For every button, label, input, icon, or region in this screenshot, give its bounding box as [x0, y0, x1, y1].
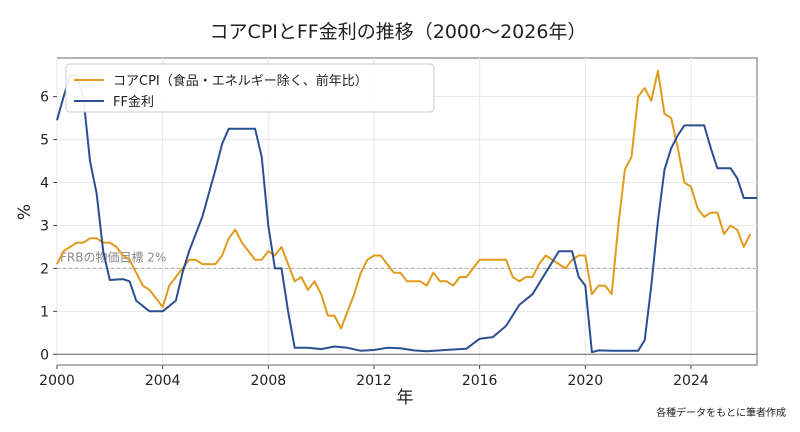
y-axis: 0 1 2 3 4 5 6 — [40, 90, 57, 363]
target-line-label: FRBの物価目標 2% — [60, 250, 166, 264]
y-tick-label: 1 — [40, 304, 49, 320]
y-axis-label: % — [15, 204, 35, 220]
series-line-ff-rate — [56, 74, 757, 354]
x-axis: 2000 2004 2008 2012 2016 2020 2024 — [39, 365, 709, 389]
x-tick-label: 2012 — [356, 373, 392, 389]
legend: コアCPI（食品・エネルギー除く、前年比） FF金利 — [65, 63, 435, 113]
x-tick-label: 2020 — [567, 373, 603, 389]
chart-title: コアCPIとFF金利の推移（2000〜2026年） — [210, 21, 587, 43]
x-tick-label: 2024 — [673, 373, 709, 389]
source-note: 各種データをもとに筆者作成 — [656, 406, 786, 419]
y-tick-label: 3 — [40, 218, 49, 234]
y-tick-label: 6 — [40, 90, 49, 106]
y-tick-label: 2 — [40, 261, 49, 277]
x-tick-label: 2000 — [39, 373, 75, 389]
y-tick-label: 5 — [40, 133, 49, 149]
series-line-core-cpi — [56, 69, 752, 330]
series-layer — [56, 69, 757, 354]
x-tick-label: 2008 — [251, 373, 287, 389]
x-tick-label: 2004 — [145, 373, 181, 389]
legend-box — [65, 63, 435, 113]
x-axis-label: 年 — [397, 388, 414, 408]
x-tick-label: 2016 — [462, 373, 498, 389]
y-tick-label: 0 — [40, 347, 49, 363]
y-tick-label: 4 — [40, 176, 49, 192]
legend-label: コアCPI（食品・エネルギー除く、前年比） — [113, 73, 368, 89]
legend-label: FF金利 — [113, 94, 154, 110]
target-line: FRBの物価目標 2% — [57, 250, 757, 269]
